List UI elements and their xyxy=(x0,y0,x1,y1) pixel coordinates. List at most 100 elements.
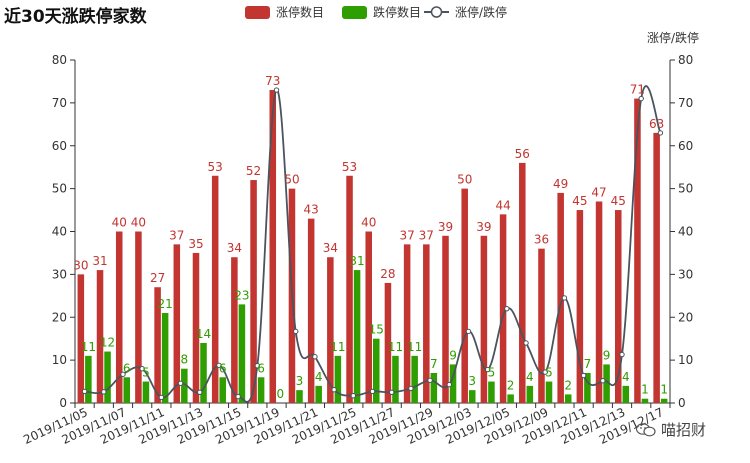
data-label-limit-down: 2 xyxy=(507,378,515,392)
legend-swatch-marker xyxy=(430,6,443,18)
bar-limit-up xyxy=(269,90,277,403)
data-label-limit-up: 50 xyxy=(457,173,472,187)
bar-limit-up xyxy=(538,248,545,403)
bar-limit-down xyxy=(411,355,418,403)
ratio-point xyxy=(293,328,299,335)
data-label-limit-up: 35 xyxy=(188,237,203,251)
y2-tick-label-right: 20 xyxy=(678,310,693,324)
data-label-limit-up: 45 xyxy=(572,194,587,208)
bar-limit-down xyxy=(181,368,188,403)
data-label-limit-down: 11 xyxy=(407,340,422,354)
y2-tick-label-right: 80 xyxy=(678,53,693,67)
data-label-limit-up: 37 xyxy=(419,228,434,242)
data-label-limit-up: 31 xyxy=(92,254,107,268)
y2-tick-label-right: 60 xyxy=(678,139,693,153)
bar-limit-up xyxy=(595,201,603,403)
bar-limit-down xyxy=(334,355,342,403)
bar-limit-down xyxy=(161,312,169,403)
bar-limit-up xyxy=(653,132,660,403)
ratio-point xyxy=(139,366,145,372)
data-label-limit-up: 43 xyxy=(304,203,319,217)
bar-limit-up xyxy=(211,175,219,403)
ratio-point xyxy=(408,385,414,392)
bar-limit-down xyxy=(353,270,361,403)
ratio-point xyxy=(331,387,337,393)
data-label-limit-down: 4 xyxy=(526,370,534,384)
ratio-point xyxy=(619,351,625,358)
bar-limit-down xyxy=(392,355,399,403)
y-tick-label-left: 20 xyxy=(52,310,67,324)
data-label-limit-down: 3 xyxy=(468,374,476,388)
bar-limit-down xyxy=(488,381,495,403)
bar-limit-up xyxy=(96,270,104,403)
y2-tick-label-right: 70 xyxy=(678,96,693,110)
bar-limit-down xyxy=(641,398,649,403)
bar-limit-up xyxy=(192,252,200,403)
y-tick-label-left: 40 xyxy=(52,225,67,239)
wechat-icon xyxy=(636,422,656,436)
legend: 涨停数目 跌停数目 涨停/跌停 xyxy=(245,5,507,20)
data-label-limit-up: 73 xyxy=(265,74,280,88)
data-label-limit-down: 31 xyxy=(349,254,364,268)
data-label-limit-up: 53 xyxy=(208,160,223,174)
data-label-limit-down: 5 xyxy=(488,366,496,380)
data-label-limit-up: 53 xyxy=(342,160,357,174)
data-label-limit-down: 5 xyxy=(142,366,150,380)
data-label-limit-down: 21 xyxy=(157,297,172,311)
bar-limit-up xyxy=(499,214,507,403)
ratio-point xyxy=(120,371,126,377)
bar-limit-down xyxy=(315,385,322,403)
y-tick-label-left: 30 xyxy=(52,267,67,281)
bar-limit-down xyxy=(564,394,572,403)
legend-label: 涨停/跌停 xyxy=(455,5,507,20)
watermark: 喵招财 xyxy=(636,419,706,440)
bar-limit-up xyxy=(461,188,468,403)
bar-limit-down xyxy=(526,385,534,403)
bars-layer xyxy=(77,90,668,404)
data-label-limit-up: 27 xyxy=(150,271,165,285)
bar-limit-up xyxy=(634,98,641,404)
y2-tick-label-right: 10 xyxy=(678,353,693,367)
bar-limit-down xyxy=(373,338,380,403)
bar-limit-up xyxy=(327,257,334,403)
bar-limit-down xyxy=(660,398,668,403)
watermark-text: 喵招财 xyxy=(661,421,707,439)
bar-limit-up xyxy=(173,244,181,403)
ratio-point xyxy=(312,353,318,360)
bar-limit-down xyxy=(238,304,246,403)
ratio-point xyxy=(216,362,222,368)
bar-limit-up xyxy=(403,244,411,403)
y2-tick-label-right: 30 xyxy=(678,267,693,281)
bar-limit-up xyxy=(557,192,564,403)
ratio-point xyxy=(523,340,529,346)
bar-limit-up xyxy=(519,162,526,403)
ratio-point xyxy=(158,394,165,401)
bar-limit-down xyxy=(622,385,630,403)
data-label-limit-up: 47 xyxy=(591,185,606,199)
bar-limit-up xyxy=(384,282,392,403)
data-label-limit-down: 1 xyxy=(660,383,668,397)
data-label-limit-up: 52 xyxy=(246,164,261,178)
y-tick-label-left: 50 xyxy=(52,182,67,196)
data-label-limit-up: 28 xyxy=(380,267,395,281)
ratio-point xyxy=(484,366,491,373)
data-label-limit-down: 6 xyxy=(219,361,227,375)
ratio-point xyxy=(388,389,395,395)
ratio-point xyxy=(427,377,433,383)
bar-limit-up xyxy=(307,218,315,403)
y-tick-label-left: 80 xyxy=(52,53,67,67)
bar-limit-up xyxy=(365,231,372,403)
bar-limit-up xyxy=(115,231,123,403)
ratio-point xyxy=(101,389,107,395)
data-label-limit-down: 6 xyxy=(257,361,265,375)
ratio-point xyxy=(273,87,280,93)
bar-limit-up xyxy=(423,244,430,403)
bar-limit-down xyxy=(257,377,265,403)
ratio-point xyxy=(177,380,184,386)
y2-tick-label-right: 50 xyxy=(678,182,693,196)
bar-limit-down xyxy=(507,394,514,403)
data-label-limit-up: 39 xyxy=(476,220,491,234)
data-label-limit-down: 9 xyxy=(603,348,611,362)
bar-limit-down xyxy=(142,381,150,403)
ratio-point xyxy=(504,305,510,312)
